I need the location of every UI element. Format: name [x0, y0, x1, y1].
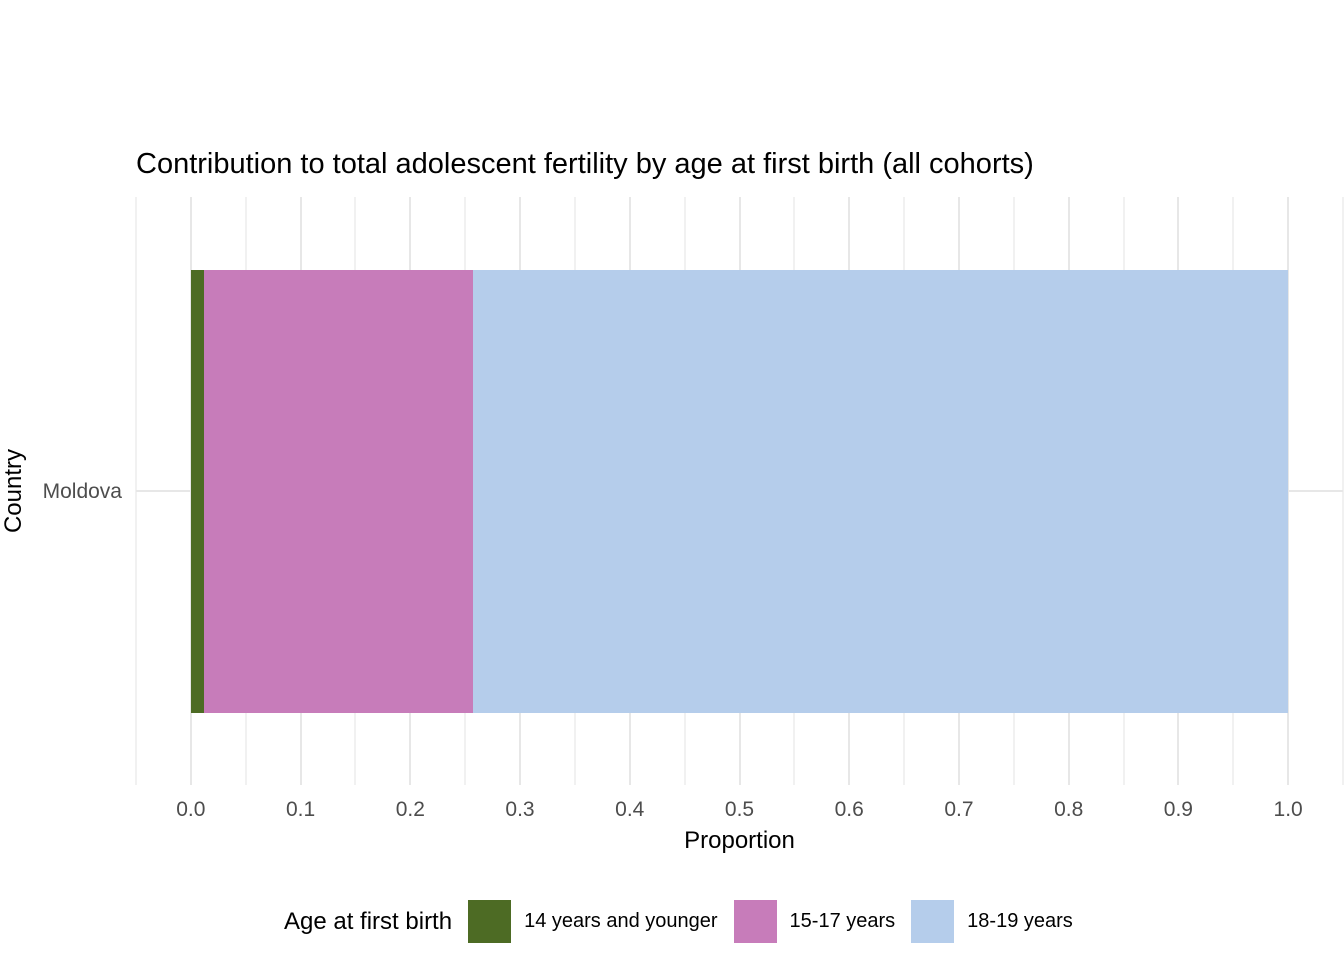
- stacked-bar-moldova: [190, 270, 1289, 713]
- plot-panel: [135, 197, 1344, 785]
- gridline-minor: [1342, 197, 1344, 785]
- x-tick-label: 0.1: [285, 798, 316, 821]
- legend: Age at first birth 14 years and younger 1…: [284, 899, 1089, 944]
- x-tick-label: 0.3: [505, 798, 535, 821]
- x-tick-label: 0.9: [1163, 798, 1193, 821]
- x-tick-label: 0.2: [395, 798, 425, 821]
- x-axis-title: Proportion: [684, 827, 795, 854]
- legend-label: 14 years and younger: [524, 910, 718, 932]
- x-tick-label: 0.6: [834, 798, 864, 821]
- legend-item-18-19-years: 18-19 years: [911, 900, 1073, 943]
- bar-segment-18-19-years: [472, 270, 1289, 713]
- legend-swatch: [733, 900, 777, 943]
- legend-item-14-years-and-younger: 14 years and younger: [468, 900, 718, 943]
- x-tick-label: 0.7: [944, 798, 974, 821]
- x-tick-label: 0.5: [724, 798, 755, 821]
- x-tick-label: 0.8: [1054, 798, 1084, 821]
- legend-title: Age at first birth: [284, 907, 453, 935]
- chart-title: Contribution to total adolescent fertili…: [136, 148, 1034, 180]
- legend-swatch: [468, 900, 512, 943]
- bar-segment-15-17-years: [204, 270, 473, 713]
- legend-label: 18-19 years: [967, 910, 1073, 932]
- legend-item-15-17-years: 15-17 years: [733, 900, 896, 943]
- x-tick-label: 0.4: [615, 798, 645, 821]
- x-tick-label: 1.0: [1273, 798, 1303, 821]
- y-tick-label-moldova: Moldova: [42, 480, 122, 503]
- legend-swatch: [911, 900, 955, 943]
- x-tick-label: 0.0: [176, 798, 206, 821]
- legend-label: 15-17 years: [789, 910, 896, 932]
- bar-segment-14-years-and-younger: [190, 270, 205, 713]
